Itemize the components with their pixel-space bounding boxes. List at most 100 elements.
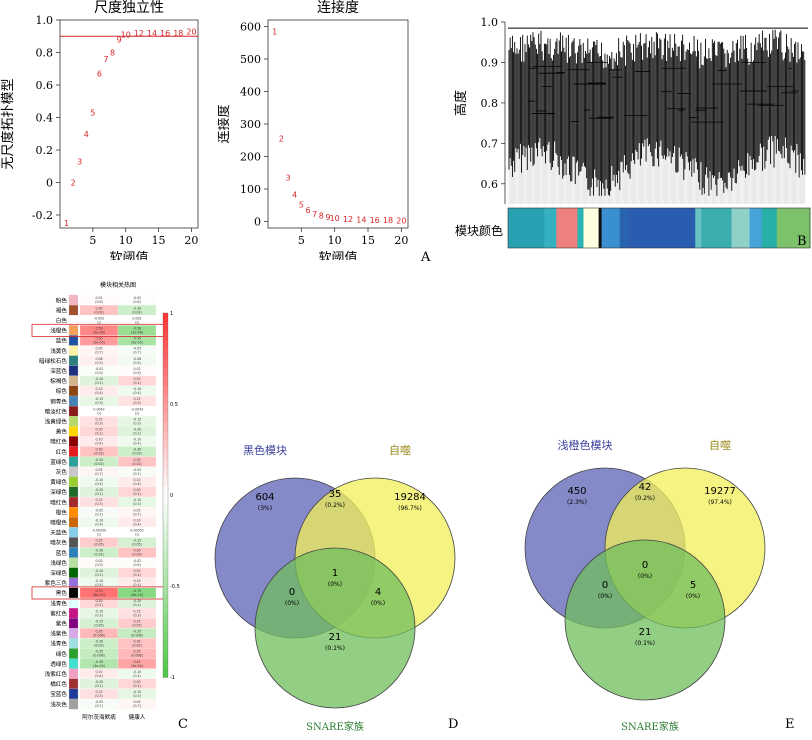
cell-correlation: -0.20	[95, 488, 103, 492]
module-row-label: 红色	[56, 448, 68, 456]
cell-correlation: 0.05	[133, 508, 140, 512]
cell-correlation: 0.20	[133, 680, 140, 684]
venn-region-abc-percent: (0%)	[638, 573, 652, 580]
data-point-label: 7	[312, 210, 317, 219]
dendrogram-leaves	[508, 29, 806, 204]
cell-correlation: 0.35	[95, 630, 102, 634]
data-point-label: 18	[383, 216, 393, 225]
y-tick-label: 0.6	[481, 178, 499, 191]
cell-pvalue: (1)	[135, 320, 140, 324]
module-swatch	[68, 496, 79, 508]
venn-region-ab-percent: (0.2%)	[635, 495, 655, 502]
cell-pvalue: (0.008)	[93, 654, 105, 658]
venn-set-b-title: 自噬	[389, 443, 411, 457]
legend-gradient-step	[163, 495, 168, 505]
module-swatch	[68, 638, 79, 649]
cell-pvalue: (0.5)	[133, 361, 141, 365]
panel-label-b: B	[797, 234, 807, 249]
module-row-label: 黄绿色	[50, 478, 67, 486]
cell-pvalue: (0.5)	[95, 361, 103, 365]
module-swatch	[68, 648, 79, 659]
venn-set-c-title: SNARE家族	[621, 720, 679, 733]
cell-pvalue: (1)	[97, 533, 102, 537]
data-point-label: 7	[103, 55, 108, 64]
module-row-label: 深绿色	[50, 488, 67, 496]
cell-pvalue: (0.1)	[95, 573, 103, 577]
data-point-label: 10	[330, 214, 340, 223]
venn-region-ab-count: 42	[639, 482, 652, 493]
data-point-label: 3	[285, 174, 290, 183]
data-point-label: 6	[305, 206, 310, 215]
cell-pvalue: (0.3)	[133, 613, 141, 617]
venn-region-a-percent: (3%)	[258, 505, 272, 512]
x-tick-label: 5	[89, 234, 96, 247]
cell-correlation: -0.002	[94, 316, 104, 320]
legend-gradient-step	[163, 640, 168, 651]
cell-correlation: 0.35	[133, 650, 140, 654]
module-row-label: 粉色	[56, 296, 68, 304]
venn-region-b-percent: (96.7%)	[398, 505, 422, 512]
cell-pvalue: (0.3)	[133, 401, 141, 405]
cell-pvalue: (0.1)	[95, 603, 103, 607]
cell-correlation: 0.05	[95, 347, 102, 351]
module-swatch	[68, 446, 79, 457]
cell-correlation: 0.10	[133, 518, 140, 522]
legend-gradient-step	[163, 558, 168, 569]
heatmap-title: 模块相关热图	[100, 281, 136, 289]
legend-tick-label: -1	[170, 675, 175, 681]
cell-correlation: -0.0043	[131, 407, 143, 411]
module-swatch	[68, 628, 79, 639]
y-tick-label: -0.2	[32, 209, 53, 222]
cell-correlation: -0.30	[95, 458, 103, 462]
legend-gradient-step	[163, 667, 168, 678]
data-point-label: 12	[134, 29, 144, 38]
module-color-bar-frame	[507, 207, 811, 249]
cell-pvalue: (0.02)	[94, 644, 104, 648]
venn-region-bc-percent: (0%)	[686, 593, 700, 600]
cell-pvalue: (0.02)	[94, 553, 104, 557]
cell-correlation: 0.30	[95, 448, 102, 452]
panel-c-module-trait-heatmap: 模块相关热图粉色0.02(0.6)-0.02(0.6)褐色0.30(0.02)-…	[31, 281, 180, 721]
legend-gradient-step	[163, 549, 168, 560]
x-axis-label: 软阈值	[109, 250, 148, 260]
venn-region-b-count: 19277	[704, 486, 736, 497]
module-swatch	[68, 688, 79, 700]
y-tick-label: 400	[240, 86, 261, 99]
module-swatch	[68, 668, 79, 679]
legend-gradient-step	[163, 476, 168, 487]
cell-correlation: 0.30	[133, 640, 140, 644]
module-swatch	[68, 365, 79, 376]
cell-pvalue: (0.3)	[133, 502, 141, 506]
cell-pvalue: (0.4)	[133, 482, 141, 486]
cell-correlation: -0.35	[133, 630, 141, 634]
cell-correlation: -0.20	[95, 377, 103, 381]
venn-region-abc-count: 1	[332, 568, 338, 579]
venn-region-b-percent: (97.4%)	[708, 499, 732, 506]
venn-set-b-title: 自噬	[709, 438, 731, 452]
cell-correlation: 0.15	[95, 498, 102, 502]
venn-region-a-percent: (2.3%)	[567, 499, 587, 506]
legend-gradient-step	[163, 394, 168, 405]
data-point-label: 2	[71, 179, 76, 188]
venn-region-c-percent: (0.1%)	[635, 640, 655, 647]
data-point-label: 16	[160, 29, 170, 38]
panel-label-a: A	[421, 250, 431, 265]
cell-correlation: -0.08	[133, 357, 141, 361]
cell-correlation: 0.02	[95, 296, 102, 300]
module-row-label: 浅绿色	[50, 559, 67, 567]
cell-pvalue: (0.4)	[133, 391, 141, 395]
cell-pvalue: (4e-04)	[131, 664, 143, 668]
venn-set-a-title: 黑色模块	[243, 443, 287, 457]
module-swatch	[68, 436, 79, 447]
y-tick-label: 0	[254, 216, 261, 229]
cell-pvalue: (0.4)	[133, 442, 141, 446]
data-point-label: 1	[64, 219, 69, 228]
data-point-label: 18	[173, 29, 183, 38]
module-row-label: 暗灰色	[50, 539, 67, 547]
module-row-label: 橙色	[56, 508, 68, 516]
venn-region-b-count: 19284	[394, 492, 426, 503]
x-tick-label: 10	[119, 234, 133, 247]
venn-region-bc-count: 4	[375, 587, 381, 598]
venn-region-c-count: 21	[639, 627, 652, 638]
